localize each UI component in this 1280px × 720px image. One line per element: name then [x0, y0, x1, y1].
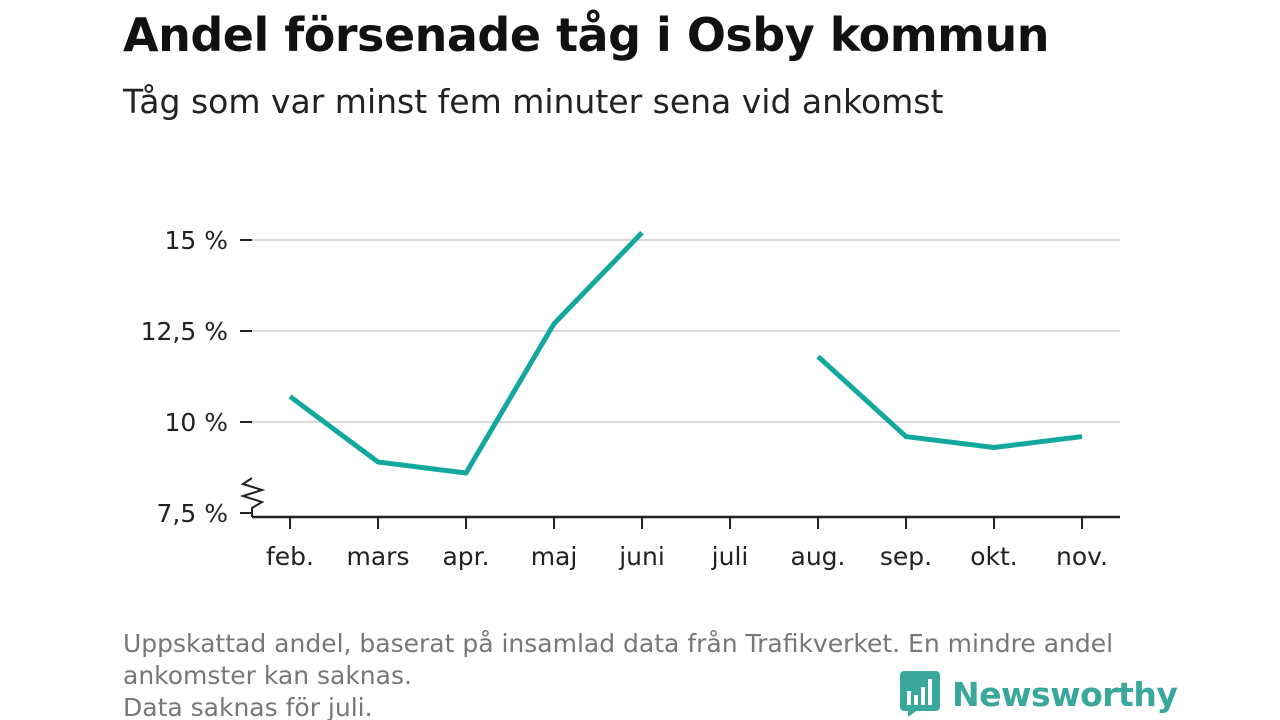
newsworthy-chat-bars-icon: [900, 671, 940, 717]
x-tick-label-6: aug.: [791, 542, 846, 571]
series-0-segment-0: [288, 230, 644, 476]
x-tick-label-7: sep.: [880, 542, 932, 571]
x-tick-label-5: juli: [711, 542, 749, 571]
axes: [239, 239, 1120, 529]
x-tick-label-8: okt.: [970, 542, 1018, 571]
series-0-segment-1: [816, 354, 1083, 450]
newsworthy-logo: Newsworthy: [900, 668, 1178, 720]
chart-subtitle: Tåg som var minst fem minuter sena vid a…: [123, 82, 944, 121]
x-tick-label-0: feb.: [266, 542, 314, 571]
x-tick-label-2: apr.: [442, 542, 489, 571]
x-tick-label-9: nov.: [1056, 542, 1108, 571]
y-tick-label-3: 15 %: [164, 226, 228, 255]
y-tick-label-2: 12,5 %: [141, 317, 228, 346]
footnote-line-2: ankomster kan saknas.: [123, 661, 412, 690]
x-tick-label-3: maj: [531, 542, 578, 571]
y-tick-label-0: 7,5 %: [157, 499, 228, 528]
tick-labels: 7,5 % 10 % 12,5 % 15 % feb. mars apr. maj juni ju…: [141, 226, 1108, 571]
footnote: Uppskattad andel, baserat på insamlad da…: [123, 628, 1163, 720]
gridlines: [252, 239, 1120, 423]
logo-text: Newsworthy: [952, 674, 1178, 714]
x-tick-label-1: mars: [347, 542, 410, 571]
footnote-line-3: Data saknas för juli.: [123, 693, 373, 720]
x-tick-label-4: juni: [618, 542, 665, 571]
y-tick-label-1: 10 %: [164, 408, 228, 437]
footnote-line-1: Uppskattad andel, baserat på insamlad da…: [123, 629, 1114, 658]
axis-break-icon: [239, 477, 266, 517]
series-lines: [288, 230, 1083, 476]
chart-title: Andel försenade tåg i Osby kommun: [123, 8, 1050, 62]
line-chart: 7,5 % 10 % 12,5 % 15 % feb. mars apr. maj juni ju…: [141, 226, 1120, 571]
